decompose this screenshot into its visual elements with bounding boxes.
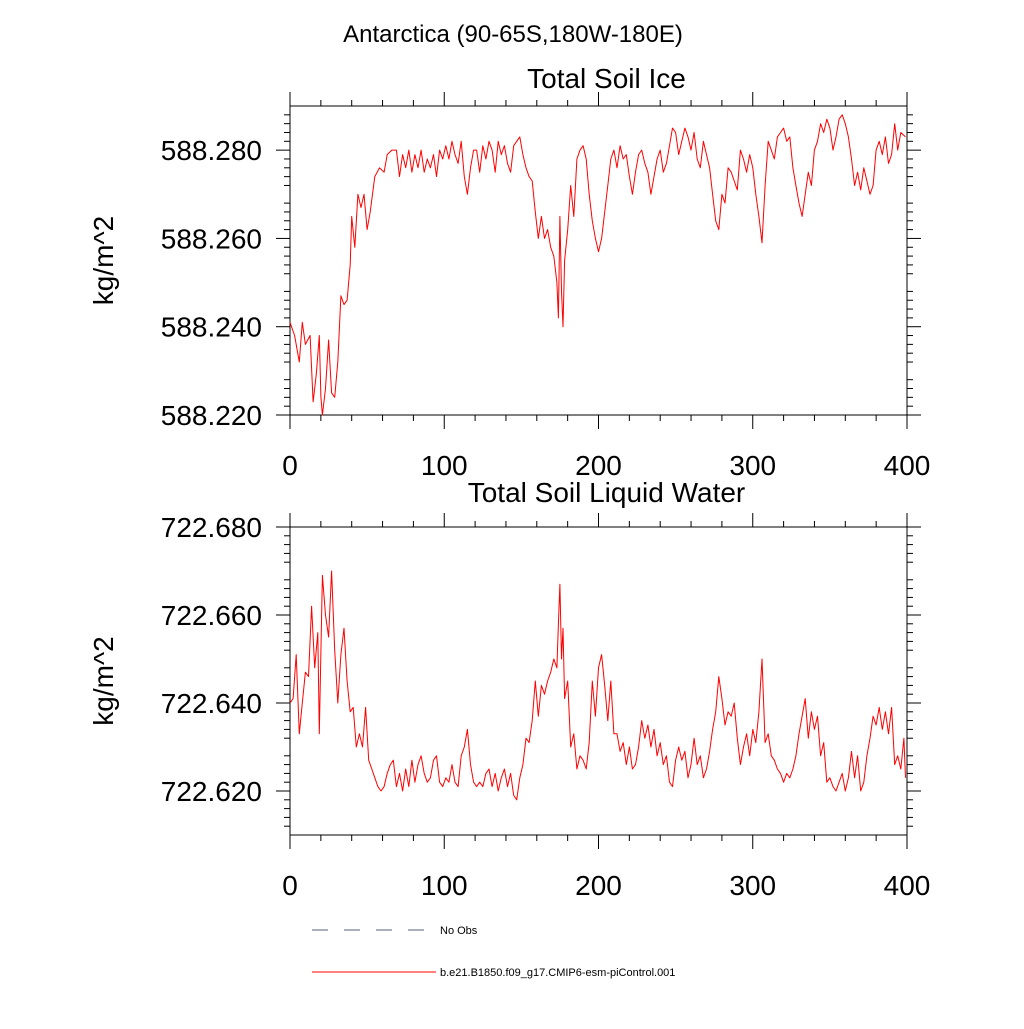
figure-main-title: Antarctica (90-65S,180W-180E) [343, 21, 683, 48]
y-tick-label: 588.280 [161, 135, 262, 166]
legend-entry-1: No Obs [312, 925, 478, 937]
panel-title: Total Soil Liquid Water [468, 477, 746, 508]
series-line [289, 570, 906, 801]
legend: No Obs b.e21.B1850.f09_g17.CMIP6-esm-piCo… [312, 925, 675, 979]
x-tick-label: 300 [729, 870, 776, 901]
y-tick-label: 722.680 [161, 512, 262, 543]
panel-title: Total Soil Ice [527, 63, 686, 94]
y-tick-label: 588.260 [161, 223, 262, 254]
x-tick-label: 0 [282, 450, 298, 481]
y-tick-label: 722.620 [161, 776, 262, 807]
y-tick-label: 722.640 [161, 688, 262, 719]
legend-entry-2: b.e21.B1850.f09_g17.CMIP6-esm-piControl.… [312, 967, 675, 979]
x-tick-label: 200 [575, 870, 622, 901]
x-tick-label: 300 [729, 450, 776, 481]
chart-panels: Total Soil Ice kg/m^2 0 100 200 300 400 588.220… [88, 63, 930, 901]
y-tick-label: 588.220 [161, 400, 262, 431]
series-line [289, 114, 906, 416]
x-tick-label: 400 [884, 450, 931, 481]
y-axis-label: kg/m^2 [88, 636, 119, 725]
y-tick-label: 722.660 [161, 600, 262, 631]
legend-label: b.e21.B1850.f09_g17.CMIP6-esm-piControl.… [440, 967, 675, 979]
x-tick-label: 0 [282, 870, 298, 901]
y-tick-label: 588.240 [161, 312, 262, 343]
x-tick-label: 100 [421, 870, 468, 901]
x-tick-label: 200 [575, 450, 622, 481]
y-axis-label: kg/m^2 [88, 216, 119, 305]
chart-panel-1: Total Soil Ice kg/m^2 0 100 200 300 400 588.220… [88, 63, 930, 481]
x-tick-label: 400 [884, 870, 931, 901]
x-tick-label: 100 [421, 450, 468, 481]
legend-label: No Obs [440, 925, 478, 937]
chart-panel-2: Total Soil Liquid Water kg/m^2 0 100 200 300 4… [88, 477, 930, 901]
